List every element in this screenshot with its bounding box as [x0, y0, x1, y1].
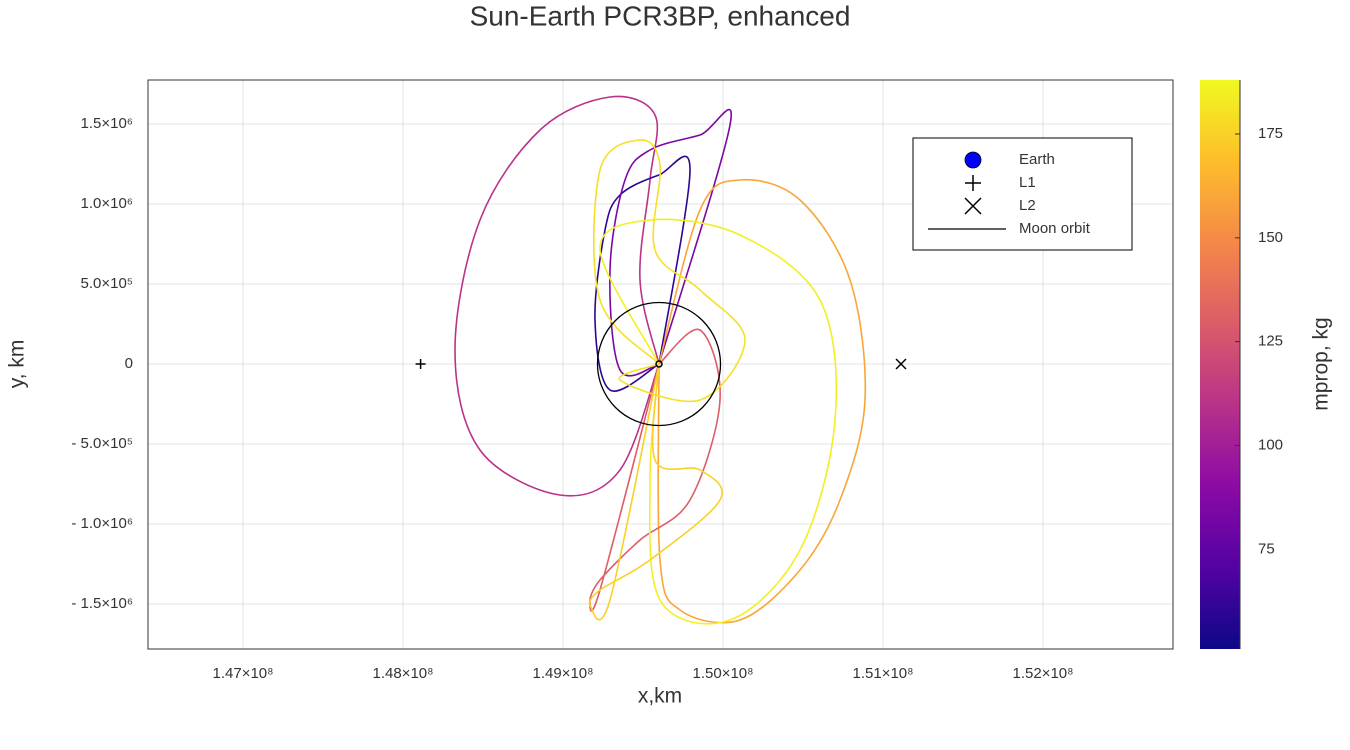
- x-axis-label: x,km: [638, 685, 682, 708]
- colorbar-label: mprop, kg: [1310, 317, 1333, 410]
- colorbar: [1200, 80, 1240, 649]
- colorbar-tick-label: 75: [1258, 540, 1275, 557]
- marker: [895, 358, 907, 370]
- trajectory: [657, 178, 867, 624]
- legend-label: Earth: [1019, 151, 1055, 168]
- legend-label: Moon orbit: [1019, 220, 1091, 237]
- y-tick-label: 5.0×10⁵: [80, 275, 133, 292]
- y-tick-label: - 1.5×10⁶: [71, 595, 133, 612]
- plot-frame: [147, 79, 1174, 650]
- colorbar-tick-label: 100: [1258, 436, 1283, 453]
- y-tick-label: - 1.0×10⁶: [71, 515, 133, 532]
- x-tick-label: 1.52×10⁸: [1013, 665, 1074, 682]
- marker: [965, 175, 981, 191]
- colorbar-tick-label: 175: [1258, 125, 1283, 142]
- colorbar-tick-label: 125: [1258, 333, 1283, 350]
- colorbar-tick-label: 150: [1258, 229, 1283, 246]
- y-tick-label: 0: [125, 355, 133, 372]
- marker: [655, 360, 663, 368]
- legend-label: L1: [1019, 174, 1036, 191]
- chart-title: Sun-Earth PCR3BP, enhanced: [470, 0, 851, 31]
- y-tick-label: 1.0×10⁶: [81, 195, 133, 212]
- x-tick-label: 1.47×10⁸: [213, 665, 274, 682]
- trajectory: [454, 95, 660, 497]
- y-tick-label: - 5.0×10⁵: [71, 435, 133, 452]
- marker: [964, 151, 982, 169]
- trajectory: [599, 218, 838, 625]
- marker: [415, 359, 426, 369]
- trajectory: [589, 328, 721, 612]
- y-axis-label: y, km: [6, 340, 29, 389]
- y-tick-label: 1.5×10⁶: [81, 115, 133, 132]
- trajectory: [588, 363, 723, 621]
- x-tick-label: 1.48×10⁸: [373, 665, 434, 682]
- x-tick-label: 1.51×10⁸: [853, 665, 914, 682]
- marker-stroke: [895, 358, 907, 370]
- trajectory: [592, 139, 746, 403]
- legend-box: [912, 137, 1133, 251]
- legend: Earth L1 L2 Moon orbit: [912, 137, 1133, 251]
- marker-stroke: [964, 197, 982, 215]
- trajectory: [609, 108, 732, 377]
- moon-orbit: [596, 301, 722, 427]
- x-tick-label: 1.50×10⁸: [693, 665, 754, 682]
- plot-area: [415, 95, 907, 625]
- x-tick-label: 1.49×10⁸: [533, 665, 594, 682]
- trajectory: [594, 155, 691, 392]
- legend-label: L2: [1019, 197, 1036, 214]
- marker: [964, 197, 982, 215]
